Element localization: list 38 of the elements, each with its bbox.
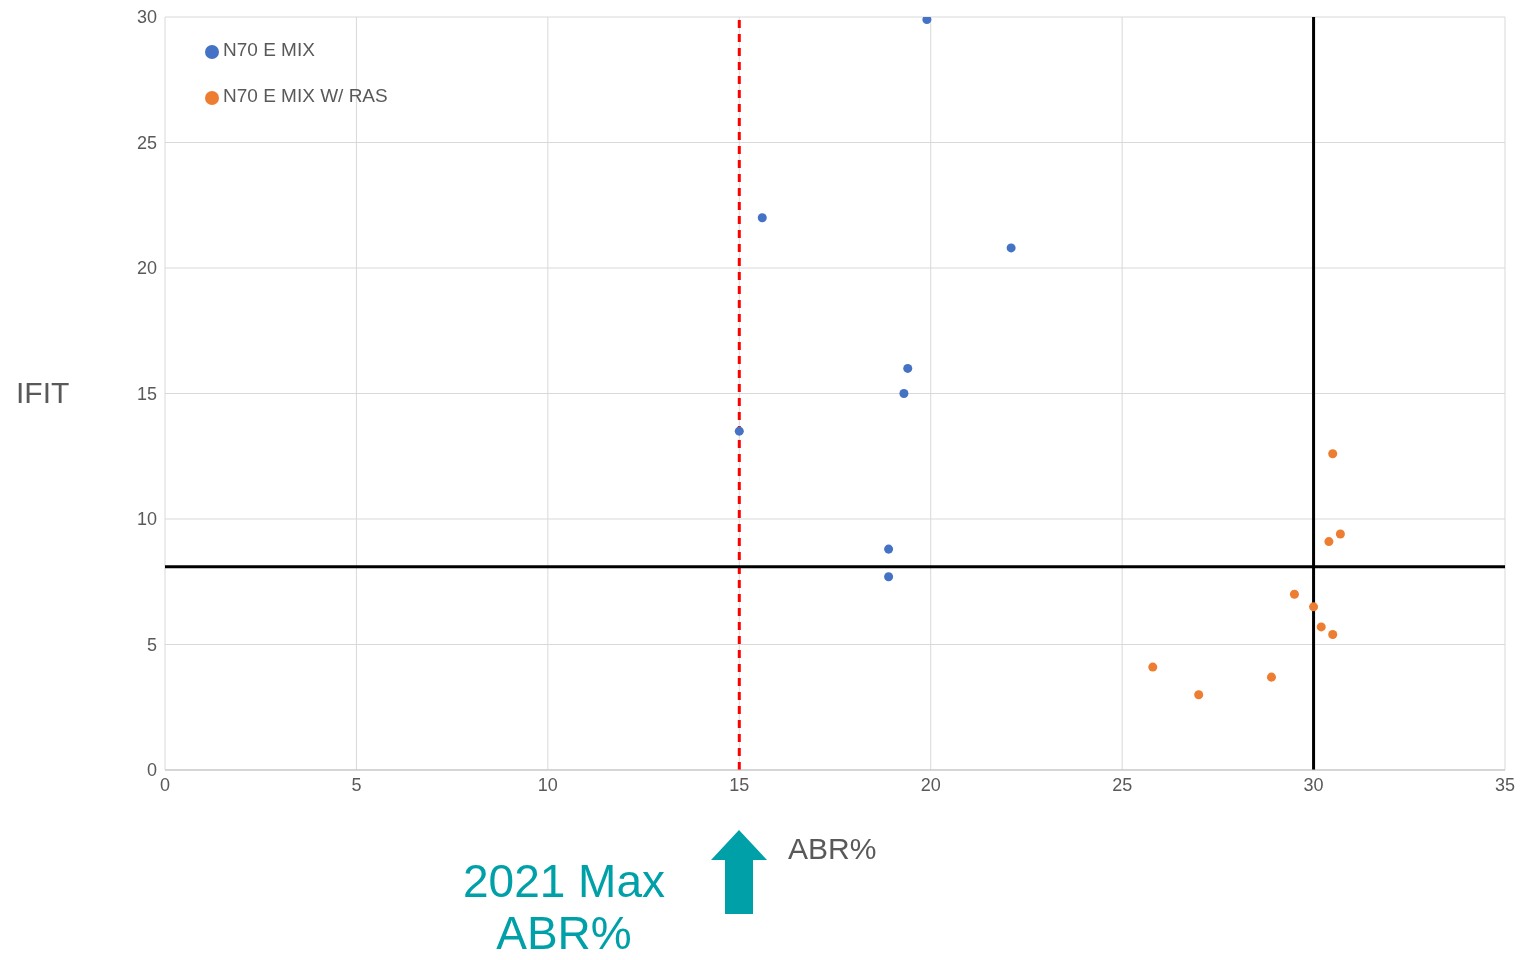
point	[1148, 662, 1158, 672]
point	[1335, 529, 1345, 539]
text: 2021 Max ABR%	[462, 855, 666, 959]
y-tick-label: 5	[146, 634, 157, 655]
y-tick-label: 30	[136, 7, 157, 28]
x-tick-label: 5	[351, 774, 362, 795]
point	[1316, 622, 1326, 632]
point	[1328, 449, 1338, 459]
legend-label: N70 E MIX	[223, 39, 315, 60]
point	[1194, 690, 1204, 700]
point	[1006, 243, 1016, 253]
y-tick-label: 25	[136, 132, 157, 153]
point	[757, 213, 767, 223]
legend-label: N70 E MIX W/ RAS	[223, 85, 388, 106]
point	[1328, 629, 1338, 639]
x-tick-label: 0	[159, 774, 171, 795]
point	[734, 426, 744, 436]
point	[884, 544, 894, 554]
y-tick-label: 20	[136, 258, 157, 279]
x-tick-label: 20	[920, 774, 941, 795]
point	[1309, 602, 1319, 612]
point	[922, 17, 932, 25]
x-tick-label: 10	[537, 774, 558, 795]
y-tick-label: 15	[136, 383, 157, 404]
x-tick-label: 30	[1303, 774, 1324, 795]
point	[903, 363, 913, 373]
point	[884, 572, 894, 582]
point	[1266, 672, 1276, 682]
y-axis-title: IFIT	[16, 375, 70, 410]
x-tick-label: 35	[1494, 774, 1516, 795]
y-tick-label: 10	[136, 509, 157, 530]
y-tick-label: 0	[146, 760, 157, 781]
x-tick-label: 25	[1112, 774, 1133, 795]
point	[899, 388, 909, 399]
point	[1324, 537, 1334, 547]
point	[1289, 589, 1299, 599]
x-axis-title: ABR%	[788, 832, 877, 866]
x-tick-label: 15	[729, 774, 750, 795]
